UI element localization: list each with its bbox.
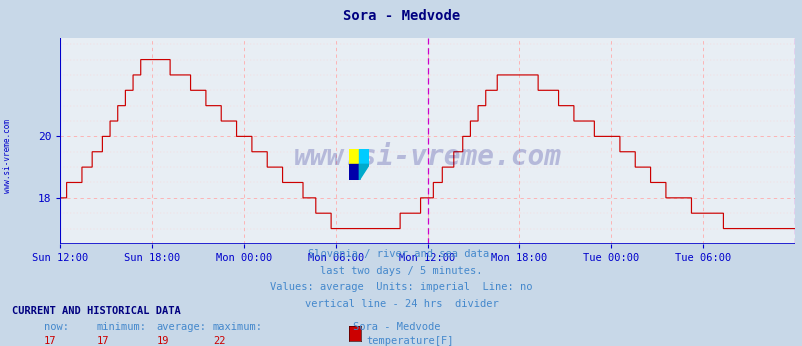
Text: Sora - Medvode: Sora - Medvode (342, 9, 460, 22)
Text: Sora - Medvode: Sora - Medvode (353, 322, 440, 333)
Text: average:: average: (156, 322, 206, 333)
Text: 17: 17 (96, 336, 109, 346)
Text: minimum:: minimum: (96, 322, 146, 333)
Polygon shape (359, 164, 369, 180)
Text: www.si-vreme.com: www.si-vreme.com (2, 119, 12, 193)
Text: CURRENT AND HISTORICAL DATA: CURRENT AND HISTORICAL DATA (12, 306, 180, 316)
Polygon shape (349, 164, 359, 180)
Bar (349, 164, 359, 180)
Text: vertical line - 24 hrs  divider: vertical line - 24 hrs divider (304, 299, 498, 309)
Text: temperature[F]: temperature[F] (366, 336, 453, 346)
Text: 17: 17 (44, 336, 57, 346)
Text: www.si-vreme.com: www.si-vreme.com (294, 144, 561, 172)
Text: maximum:: maximum: (213, 322, 262, 333)
Text: now:: now: (44, 322, 69, 333)
Polygon shape (359, 149, 369, 164)
Bar (359, 149, 369, 164)
Text: Slovenia / river and sea data.: Slovenia / river and sea data. (307, 249, 495, 259)
Bar (349, 149, 359, 164)
Text: 22: 22 (213, 336, 225, 346)
Text: 19: 19 (156, 336, 169, 346)
Text: last two days / 5 minutes.: last two days / 5 minutes. (320, 266, 482, 276)
Text: Values: average  Units: imperial  Line: no: Values: average Units: imperial Line: no (270, 282, 532, 292)
